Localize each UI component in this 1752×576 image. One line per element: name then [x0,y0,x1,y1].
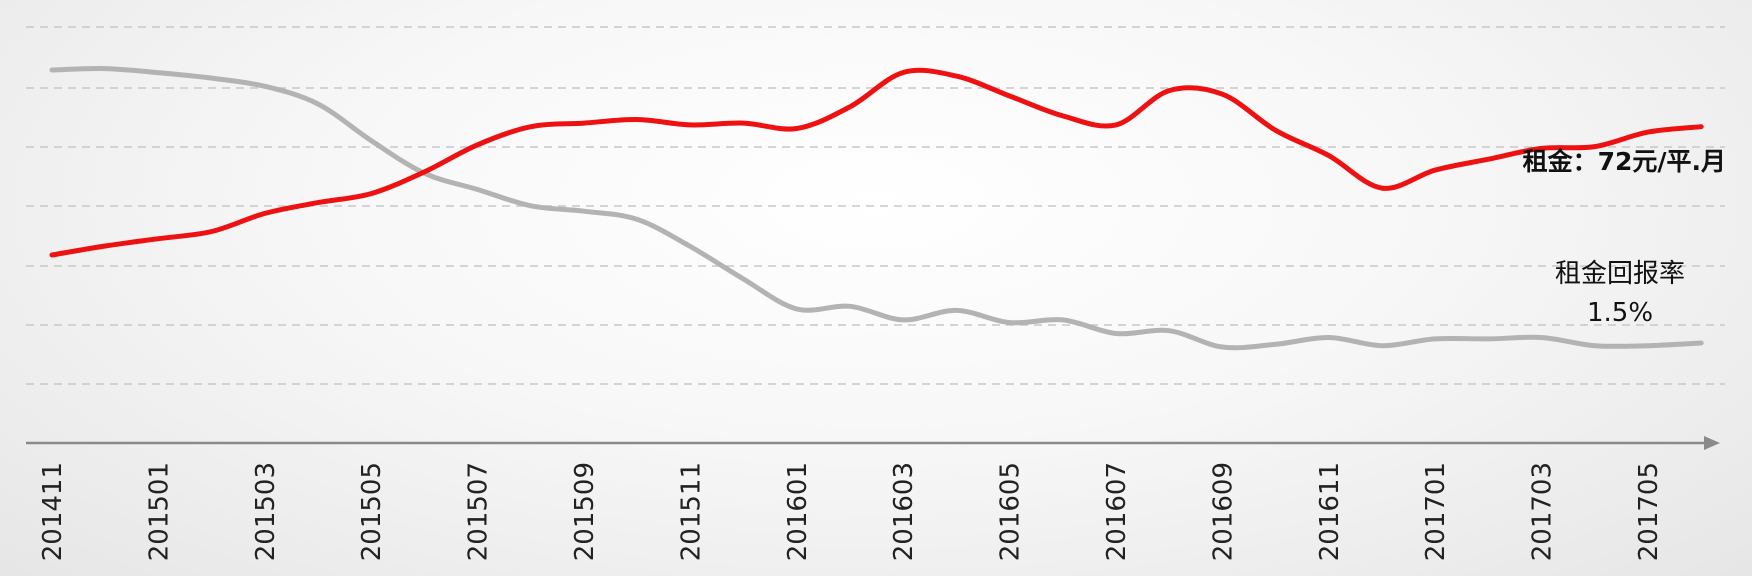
x-tick-label-201503: 201503 [251,462,281,561]
x-axis [26,436,1720,450]
x-tick-label-201701: 201701 [1421,462,1451,561]
yield-annotation-value: 1.5% [1587,298,1653,328]
x-tick-label-201609: 201609 [1208,462,1238,561]
x-tick-label-201507: 201507 [464,462,494,561]
annotations: 租金：72元/平.月 租金回报率 1.5% [1523,147,1726,328]
x-tick-label-201411: 201411 [38,462,68,561]
series-lines [49,66,1704,351]
x-tick-label-201511: 201511 [676,462,706,561]
x-tick-labels: 201411 201501 201503 201505 201507 201509 2015… [38,462,1664,561]
x-tick-label-201501: 201501 [144,462,174,561]
x-tick-label-201509: 201509 [570,462,600,561]
x-tick-label-201611: 201611 [1315,462,1345,561]
gridlines [26,26,1725,385]
x-tick-label-201705: 201705 [1634,462,1664,561]
x-tick-label-201703: 201703 [1528,462,1558,561]
x-tick-label-201505: 201505 [357,462,387,561]
rent-annotation: 租金：72元/平.月 [1523,147,1726,176]
yield-series-line [49,66,1704,351]
x-axis-arrow-icon [1704,436,1720,450]
x-tick-label-201605: 201605 [996,462,1026,561]
yield-annotation-title: 租金回报率 [1555,259,1685,289]
x-tick-label-201601: 201601 [783,462,813,561]
x-tick-label-201603: 201603 [889,462,919,561]
rent-series-line [49,67,1704,258]
x-tick-label-201607: 201607 [1102,462,1132,561]
